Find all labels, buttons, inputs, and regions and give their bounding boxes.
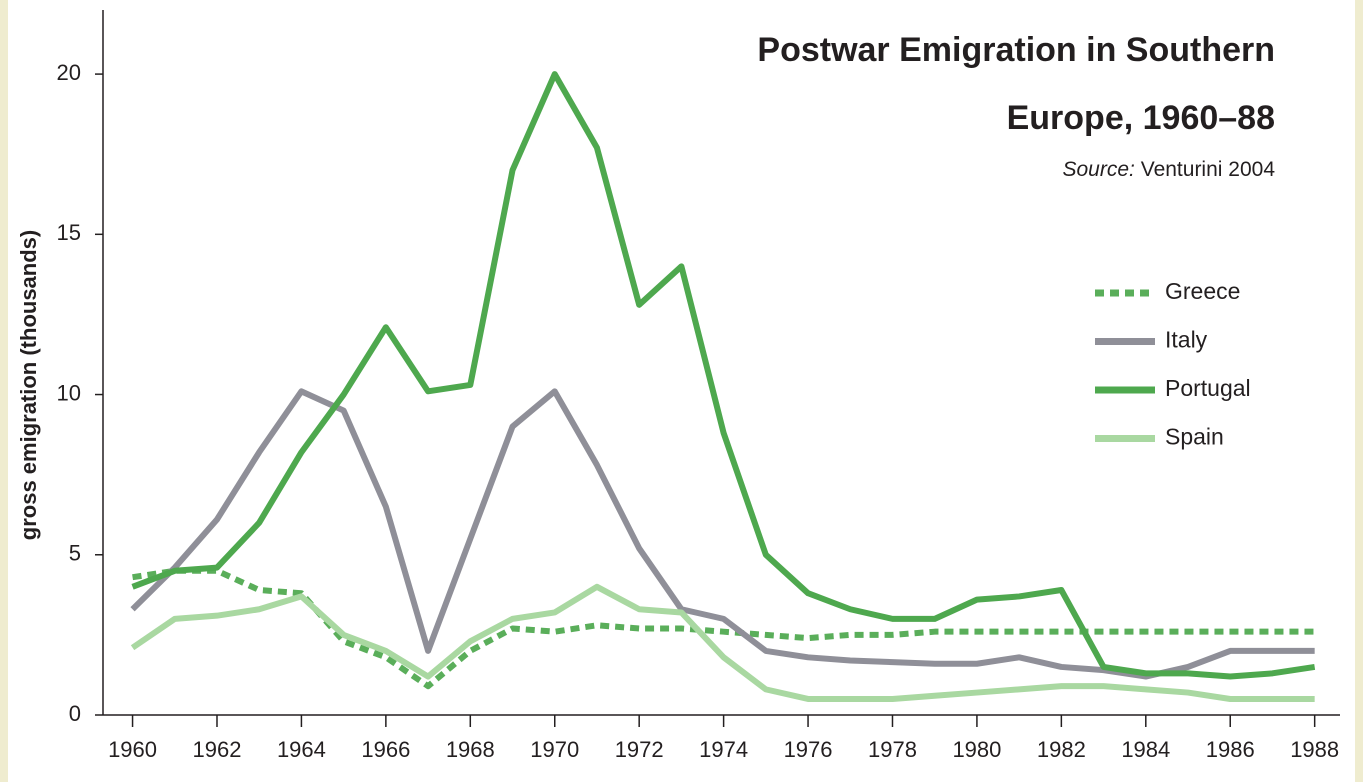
source-label: Source:	[1063, 158, 1135, 181]
x-tick-label: 1966	[361, 737, 410, 762]
y-tick-label: 5	[69, 541, 81, 566]
x-tick-label: 1980	[952, 737, 1001, 762]
x-tick-label: 1978	[868, 737, 917, 762]
legend-label: Spain	[1165, 424, 1224, 450]
source: Source: Venturini 2004	[1063, 158, 1276, 181]
x-tick-label: 1970	[530, 737, 579, 762]
series-line	[131, 71, 1316, 680]
y-tick-label: 10	[57, 380, 81, 405]
y-tick-label: 0	[69, 701, 81, 726]
y-tick-label: 15	[57, 220, 81, 245]
x-tick-label: 1968	[446, 737, 495, 762]
legend-label: Greece	[1165, 278, 1240, 304]
series-line	[130, 583, 1315, 702]
x-tick-label: 1964	[277, 737, 326, 762]
chart-title: Europe, 1960–88	[1007, 99, 1275, 137]
x-tick-label: 1986	[1206, 737, 1255, 762]
chart-title: Postwar Emigration in Southern	[757, 31, 1275, 69]
y-axis-label: gross emigration (thousands)	[16, 230, 41, 540]
x-tick-label: 1960	[108, 737, 157, 762]
x-tick-label: 1972	[615, 737, 664, 762]
legend-label: Italy	[1165, 327, 1208, 353]
series-line	[130, 388, 1315, 680]
x-tick-label: 1984	[1121, 737, 1170, 762]
x-tick-label: 1962	[193, 737, 242, 762]
source-text: Venturini 2004	[1141, 158, 1276, 181]
x-tick-label: 1976	[784, 737, 833, 762]
x-tick-label: 1974	[699, 737, 748, 762]
legend-label: Portugal	[1165, 375, 1251, 401]
x-tick-label: 1982	[1037, 737, 1086, 762]
y-tick-label: 20	[57, 60, 81, 85]
x-tick-label: 1988	[1290, 737, 1339, 762]
